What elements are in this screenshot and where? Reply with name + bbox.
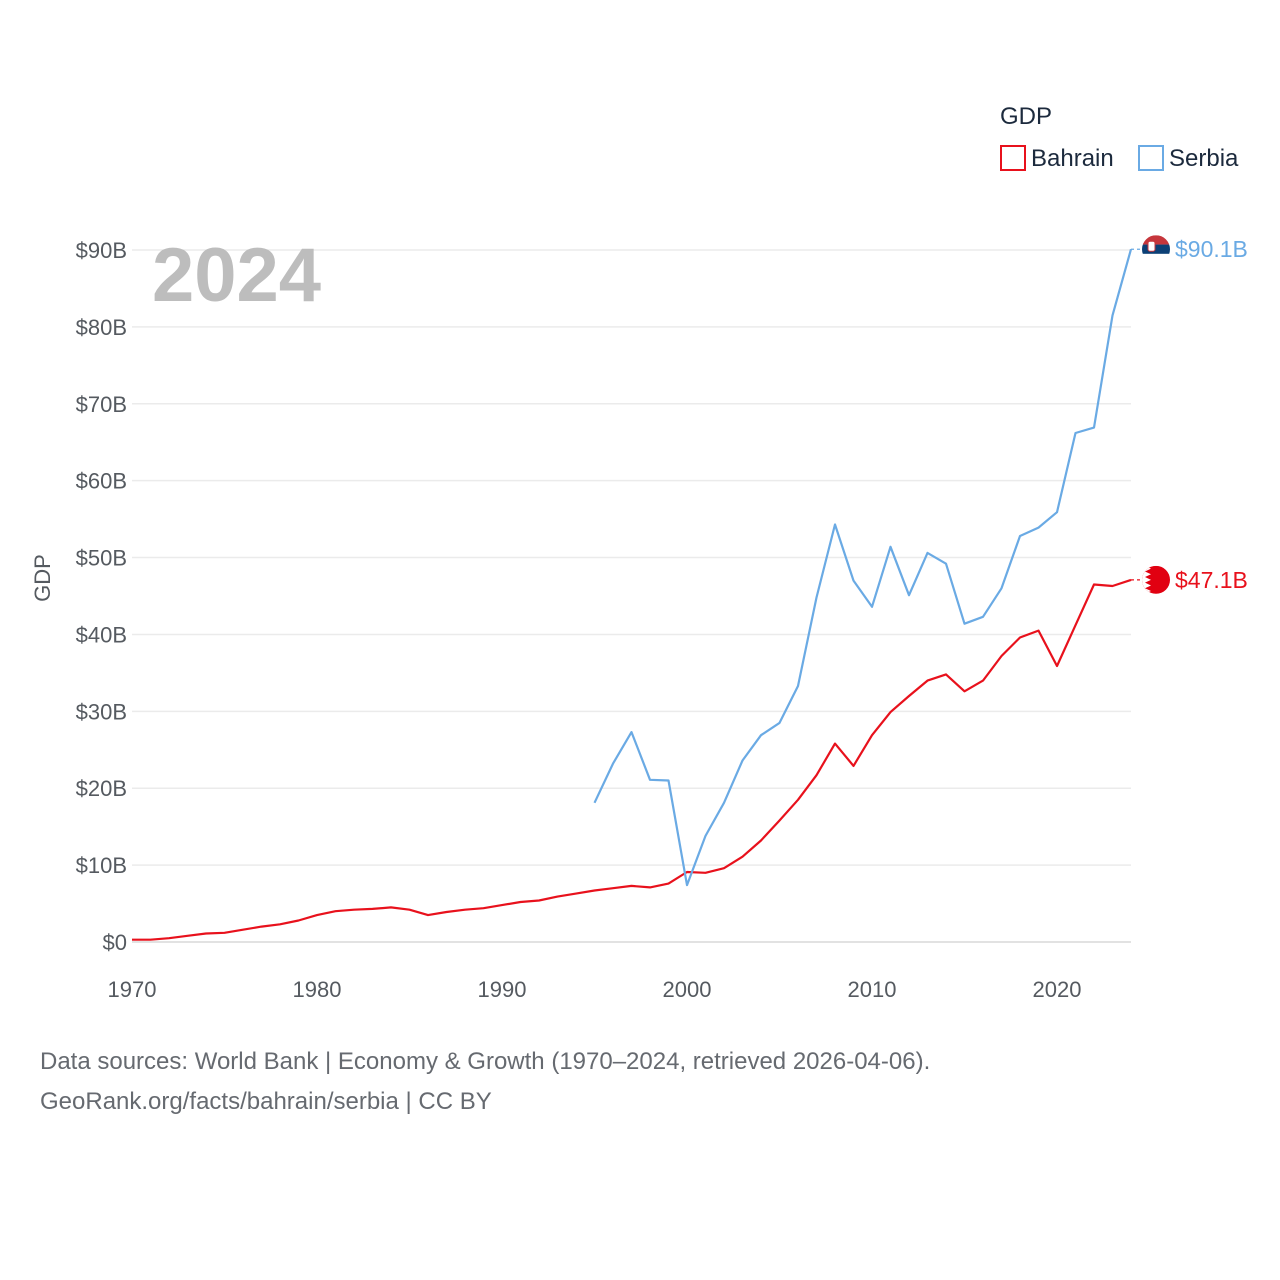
series-line-serbia[interactable] [593, 248, 1133, 887]
x-tick-label: 2010 [848, 977, 897, 1002]
year-label: 2024 [152, 233, 321, 318]
x-tick-label: 2020 [1033, 977, 1082, 1002]
x-tick-label: 1980 [293, 977, 342, 1002]
source-note: Data sources: World Bank | Economy & Gro… [40, 1042, 930, 1122]
x-tick-label: 1990 [478, 977, 527, 1002]
source-line-2: GeoRank.org/facts/bahrain/serbia | CC BY [40, 1088, 492, 1115]
y-tick-label: $40B [76, 622, 127, 647]
gridlines [132, 249, 1131, 943]
series-line-bahrain[interactable] [132, 578, 1132, 941]
y-tick-label: $60B [76, 469, 127, 494]
y-axis-title: GDP [30, 554, 55, 602]
legend-label-serbia[interactable]: Serbia [1169, 145, 1239, 172]
legend: GDP Bahrain Serbia [1000, 103, 1239, 172]
serbia-flag-icon [1142, 235, 1170, 264]
y-tick-label: $70B [76, 392, 127, 417]
y-axis-ticks: $0 $10B $20B $30B $40B $50B $60B $70B $80B $90B [76, 238, 127, 955]
y-tick-label: $0 [103, 930, 127, 955]
y-tick-label: $90B [76, 238, 127, 263]
y-tick-label: $30B [76, 699, 127, 724]
series-end-markers: $47.1B $90.1B [1131, 235, 1248, 594]
x-tick-label: 1970 [108, 977, 157, 1002]
source-line-1: Data sources: World Bank | Economy & Gro… [40, 1048, 931, 1075]
legend-swatch-serbia[interactable] [1138, 145, 1164, 171]
y-tick-label: $80B [76, 315, 127, 340]
legend-label-bahrain[interactable]: Bahrain [1031, 145, 1114, 172]
y-tick-label: $10B [76, 853, 127, 878]
x-axis-ticks: 1970 1980 1990 2000 2010 2020 [108, 977, 1082, 1002]
legend-swatch-bahrain[interactable] [1000, 145, 1026, 171]
end-value-label-bahrain: $47.1B [1175, 567, 1248, 593]
series-lines [132, 248, 1133, 941]
y-tick-label: $50B [76, 546, 127, 571]
legend-title: GDP [1000, 103, 1052, 130]
y-tick-label: $20B [76, 776, 127, 801]
x-tick-label: 2000 [663, 977, 712, 1002]
end-value-label-serbia: $90.1B [1175, 236, 1248, 262]
bahrain-flag-icon [1142, 565, 1170, 594]
